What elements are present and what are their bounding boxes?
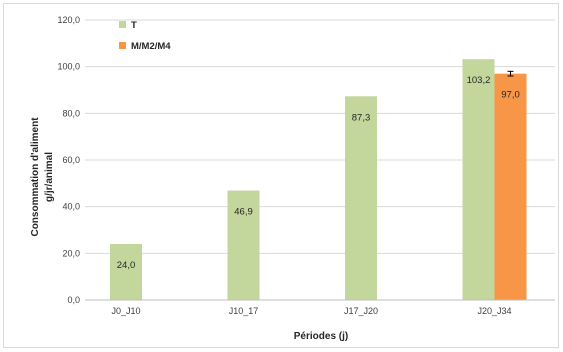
y-tick-label: 120,0 <box>57 15 80 25</box>
y-axis-title: Consommation d'aliment g/jr/animal <box>30 117 55 237</box>
bar-t-J20_J34 <box>462 59 495 301</box>
bars <box>110 59 527 301</box>
x-tick-label: J17_J20 <box>344 306 378 316</box>
y-tick-label: 80,0 <box>62 108 80 118</box>
y-tick-label: 20,0 <box>62 248 80 258</box>
data-labels: 24,0 46,9 87,3 103,2 97,0 <box>117 75 520 271</box>
y-axis-title-line2: g/jr/animal <box>44 152 55 202</box>
y-tick-labels: 0,0 20,0 40,0 60,0 80,0 100,0 120,0 <box>57 15 80 305</box>
y-tick-label: 100,0 <box>57 62 80 72</box>
y-tick-label: 60,0 <box>62 155 80 165</box>
x-tick-label: J20_J34 <box>477 306 511 316</box>
bar-t-J17_J20 <box>345 96 377 300</box>
data-label: 46,9 <box>234 207 253 218</box>
x-tick-label: J10_17 <box>229 306 259 316</box>
x-tick-labels: J0_J10 J10_17 J17_J20 J20_J34 <box>111 306 511 316</box>
bar-m-J20_J34 <box>494 73 527 301</box>
legend-label: T <box>131 20 137 31</box>
x-tick-label: J0_J10 <box>111 306 140 316</box>
x-axis-title: Périodes (j) <box>294 331 348 342</box>
legend-label: M/M2/M4 <box>131 41 171 52</box>
data-label: 87,3 <box>352 112 371 123</box>
y-axis-title-line1: Consommation d'aliment <box>30 117 41 237</box>
y-tick-label: 40,0 <box>62 202 80 212</box>
data-label: 24,0 <box>117 260 136 271</box>
data-label: 103,2 <box>467 75 491 86</box>
bar-t-J0_J10 <box>110 244 142 300</box>
y-tick-label: 0,0 <box>67 295 80 305</box>
data-label: 97,0 <box>501 90 520 101</box>
legend-swatch <box>119 21 126 28</box>
legend: T M/M2/M4 <box>119 20 171 52</box>
bar-t-J10_17 <box>227 190 260 300</box>
legend-swatch <box>119 42 126 49</box>
